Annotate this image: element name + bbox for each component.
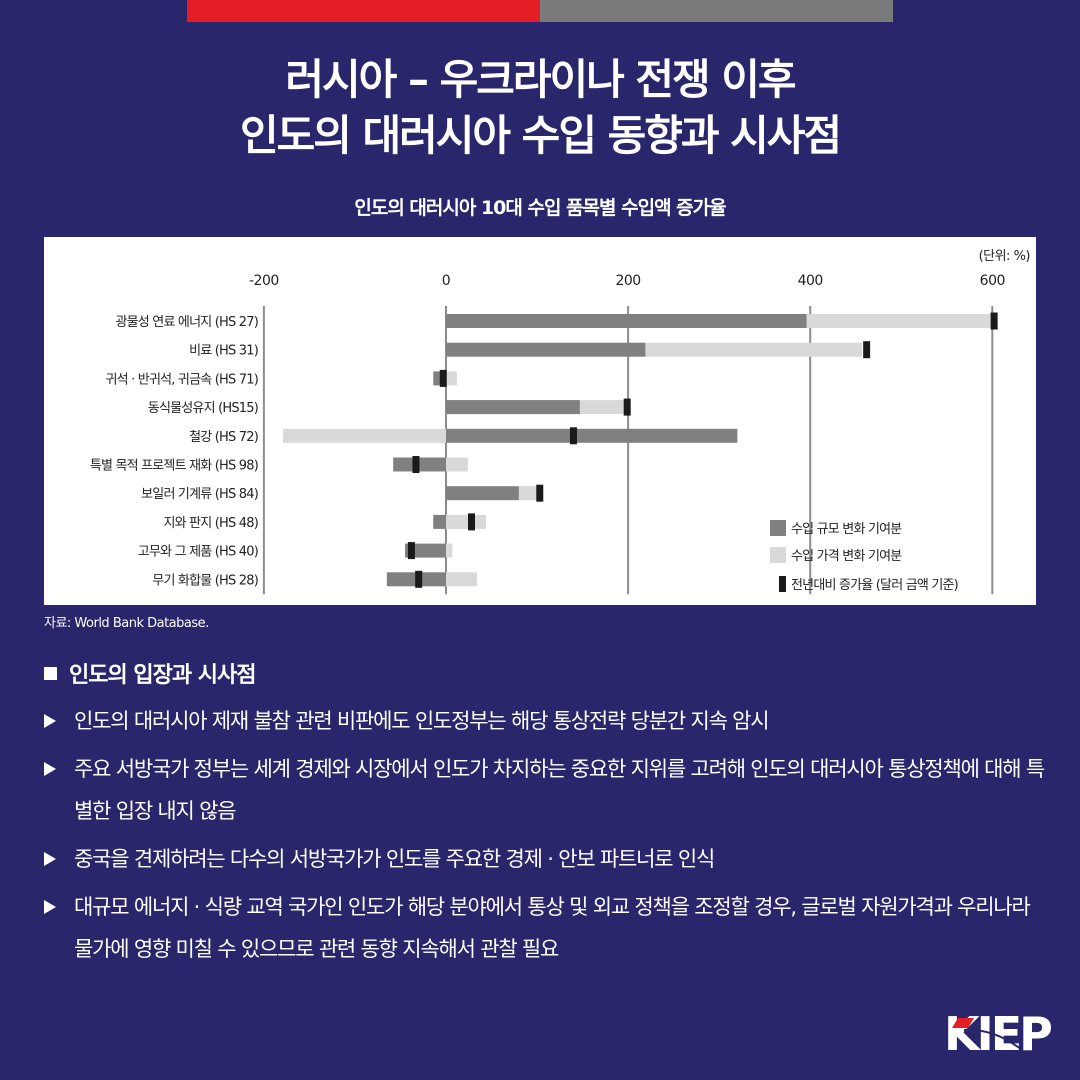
category-label: 동식물성유지 (HS15) [148, 401, 258, 416]
price-contribution-bar [518, 486, 538, 501]
x-tick-label: 200 [615, 273, 640, 289]
triangle-bullet-icon [44, 852, 56, 866]
growth-rate-marker [569, 427, 577, 445]
legend-swatch [770, 520, 786, 536]
bullet-list: 인도의 대러시아 제재 불참 관련 비판에도 인도정부는 해당 통상전략 당분간… [44, 700, 1045, 970]
growth-rate-marker [623, 398, 631, 416]
volume-contribution-bar [393, 457, 446, 472]
growth-rate-marker [536, 484, 544, 502]
triangle-bullet-icon [44, 762, 56, 776]
page-title: 러시아 – 우크라이나 전쟁 이후 인도의 대러시아 수입 동향과 시사점 [0, 52, 1080, 164]
growth-rate-marker [990, 312, 998, 330]
volume-contribution-bar [433, 514, 446, 529]
section-heading: 인도의 입장과 시사점 [44, 657, 256, 689]
category-label: 비료 (HS 31) [189, 344, 258, 359]
growth-rate-marker [407, 542, 415, 560]
price-contribution-bar [579, 400, 626, 415]
price-contribution-bar [645, 342, 863, 357]
title-line-2: 인도의 대러시아 수입 동향과 시사점 [239, 111, 842, 160]
category-label: 보일러 기계류 (HS 84) [141, 487, 258, 502]
price-contribution-bar [446, 514, 487, 529]
source-note: 자료: World Bank Database. [44, 616, 209, 631]
legend-label: 수입 가격 변화 기여분 [791, 549, 902, 564]
volume-contribution-bar [405, 543, 446, 558]
price-contribution-bar [446, 457, 468, 472]
price-contribution-bar [446, 543, 453, 558]
volume-contribution-bar [446, 428, 738, 443]
category-label: 고무와 그 제품 (HS 40) [138, 545, 258, 560]
category-label: 철강 (HS 72) [189, 430, 258, 445]
top-accent-red [187, 0, 540, 22]
legend-swatch [770, 547, 786, 563]
volume-contribution-bar [446, 400, 580, 415]
bullet-text: 인도의 대러시아 제재 불참 관련 비판에도 인도정부는 해당 통상전략 당분간… [74, 709, 770, 733]
volume-contribution-bar [446, 486, 519, 501]
category-label: 광물성 연료 에너지 (HS 27) [115, 315, 258, 330]
section-heading-text: 인도의 입장과 시사점 [69, 663, 256, 688]
title-line-1: 러시아 – 우크라이나 전쟁 이후 [285, 55, 796, 104]
growth-rate-marker [467, 513, 475, 531]
triangle-bullet-icon [44, 714, 56, 728]
x-tick-label: 400 [798, 273, 823, 289]
chart-panel: (단위: %) -200 0 200 400 600 광물성 연료 에너지 (HS 27… [44, 237, 1036, 605]
bullet-text: 중국을 견제하려는 다수의 서방국가가 인도를 주요한 경제 · 안보 파트너로… [74, 847, 715, 871]
category-label: 귀석 · 반귀석, 귀금속 (HS 71) [105, 372, 258, 387]
unit-label: (단위: %) [979, 249, 1030, 264]
price-contribution-bar [283, 428, 446, 443]
bullet-text: 주요 서방국가 정부는 세계 경제와 시장에서 인도가 차지하는 중요한 지위를… [74, 757, 1045, 823]
category-label: 특별 목적 프로젝트 재화 (HS 98) [90, 459, 258, 474]
svg-text:KIEP: KIEP [944, 1008, 1051, 1054]
price-contribution-bar [806, 314, 995, 328]
top-accent-gray [540, 0, 893, 22]
kiep-logo: KIEP [944, 1007, 1060, 1061]
price-contribution-bar [446, 371, 457, 386]
growth-rate-marker [412, 456, 420, 473]
category-label: 지와 판지 (HS 48) [163, 516, 258, 531]
category-label: 무기 화합물 (HS 28) [152, 573, 258, 588]
triangle-bullet-icon [44, 900, 56, 914]
volume-contribution-bar [446, 314, 807, 328]
bullet-item: 대규모 에너지 · 식량 교역 국가인 인도가 해당 분야에서 통상 및 외교 … [44, 886, 1044, 970]
bullet-item: 인도의 대러시아 제재 불참 관련 비판에도 인도정부는 해당 통상전략 당분간… [44, 700, 1044, 742]
legend-label: 수입 규모 변화 기여분 [791, 522, 902, 537]
bullet-text: 대규모 에너지 · 식량 교역 국가인 인도가 해당 분야에서 통상 및 외교 … [74, 895, 1031, 961]
x-tick-label: 600 [980, 273, 1005, 289]
x-tick-label: 0 [442, 273, 450, 289]
legend-marker-swatch [779, 576, 786, 592]
chart-title: 인도의 대러시아 10대 수입 품목별 수입액 증가율 [354, 197, 726, 219]
price-contribution-bar [446, 572, 477, 587]
growth-rate-marker [439, 369, 447, 387]
growth-rate-marker [415, 570, 423, 588]
square-bullet-icon [44, 667, 57, 680]
legend-label: 전년대비 증가율 (달러 금액 기준) [791, 578, 958, 593]
bar-chart: (단위: %) -200 0 200 400 600 광물성 연료 에너지 (HS 27… [90, 249, 1031, 595]
growth-rate-marker [863, 341, 871, 359]
bullet-item: 중국을 견제하려는 다수의 서방국가가 인도를 주요한 경제 · 안보 파트너로… [44, 838, 1044, 880]
volume-contribution-bar [446, 342, 646, 357]
bullet-item: 주요 서방국가 정부는 세계 경제와 시장에서 인도가 차지하는 중요한 지위를… [44, 748, 1045, 832]
x-tick-label: -200 [249, 273, 279, 289]
